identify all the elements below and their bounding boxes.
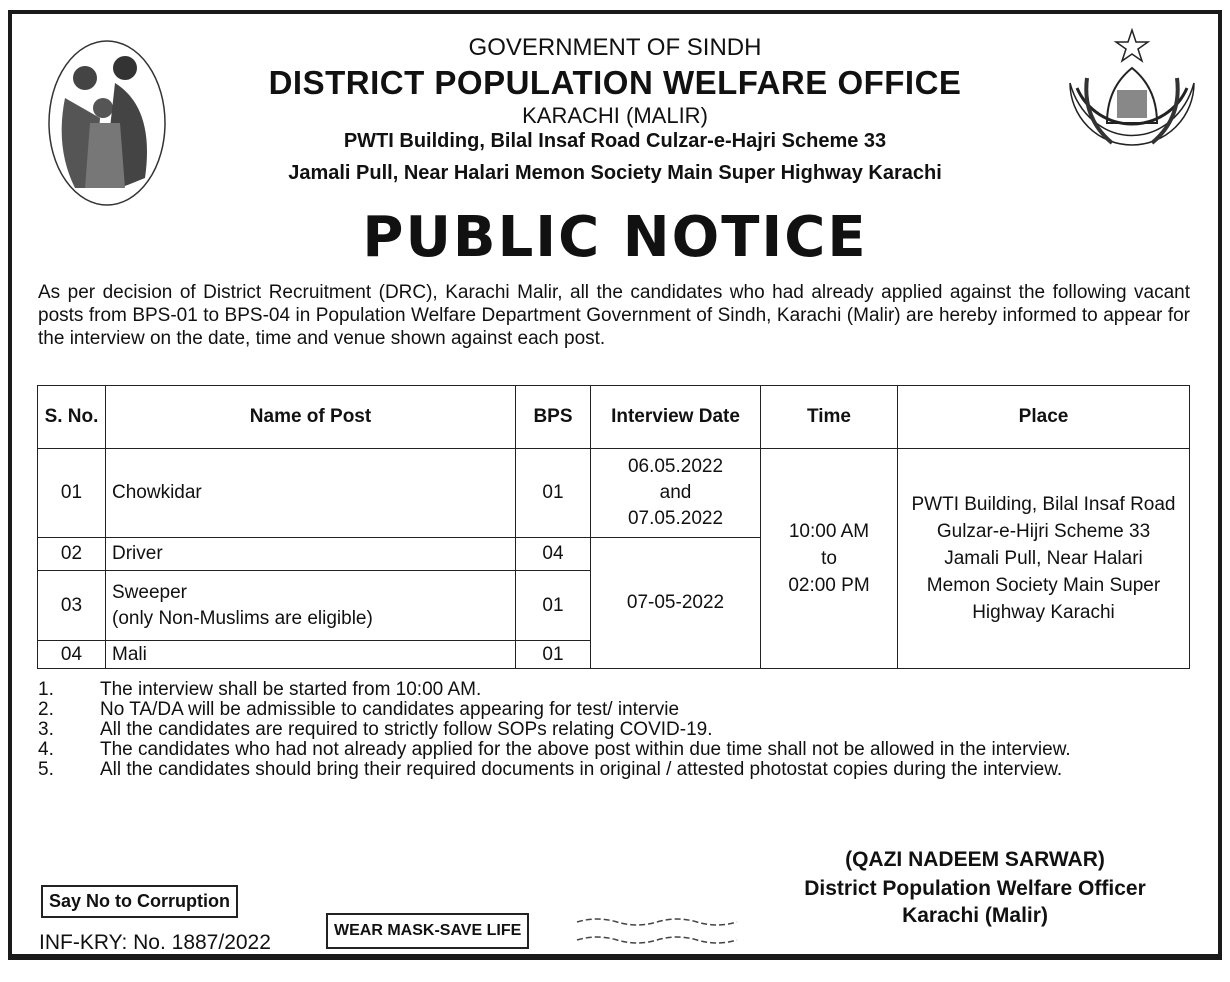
note-text: The interview shall be started from 10:0… [100, 679, 482, 700]
cell-post: Sweeper (only Non-Muslims are eligible) [105, 570, 516, 641]
table-row: 04 Mali 01 [37, 640, 1190, 669]
post-note: (only Non-Muslims are eligible) [112, 607, 373, 629]
cell-bps: 04 [515, 537, 591, 571]
table-row: 02 Driver 04 07-05-2022 [37, 537, 1190, 669]
cell-place: PWTI Building, Bilal Insaf Road Gulzar-e… [897, 448, 1190, 669]
cell-time: 10:00 AM to 02:00 PM [760, 448, 898, 669]
header-address-1: PWTI Building, Bilal Insaf Road Culzar-e… [343, 130, 887, 152]
date-text: and [659, 482, 692, 503]
note-item: 2. No TA/DA will be admissible to candida… [38, 700, 1190, 720]
col-sno: S. No. [37, 385, 106, 449]
time-text: 02:00 PM [788, 575, 870, 596]
cell-bps: 01 [515, 570, 591, 641]
interview-table: S. No. Name of Post BPS Interview Date T… [37, 385, 1190, 669]
time-text: 10:00 AM [788, 521, 870, 542]
note-text: No TA/DA will be admissible to candidate… [100, 699, 680, 720]
note-number: 2. [38, 699, 54, 720]
cell-bps: 01 [515, 448, 591, 538]
signature-designation: District Population Welfare Officer [804, 877, 1146, 900]
cell-date-1: 06.05.2022 and 07.05.2022 [590, 448, 761, 538]
header-address-2: Jamali Pull, Near Halari Memon Society M… [288, 162, 942, 184]
sindh-government-emblem [1069, 28, 1195, 146]
note-number: 5. [38, 759, 54, 780]
col-time: Time [760, 385, 898, 449]
col-post: Name of Post [105, 385, 516, 449]
note-number: 3. [38, 719, 54, 740]
page-title: PUBLIC NOTICE [362, 205, 868, 270]
cell-bps: 01 [515, 640, 591, 669]
date-text: 07.05.2022 [627, 508, 724, 529]
cell-post: Chowkidar [105, 448, 516, 538]
header-government: GOVERNMENT OF SINDH [468, 34, 762, 61]
note-item: 1. The interview shall be started from 10… [38, 680, 1190, 700]
intro-paragraph: As per decision of District Recruitment … [38, 282, 1190, 349]
note-item: 3. All the candidates are required to str… [38, 720, 1190, 740]
cell-sno: 04 [37, 640, 106, 669]
urdu-slogan-image [576, 918, 738, 944]
header-office: DISTRICT POPULATION WELFARE OFFICE [268, 64, 962, 101]
note-text: All the candidates should bring their re… [100, 759, 1063, 780]
mask-box: WEAR MASK-SAVE LIFE [326, 913, 530, 949]
col-place: Place [897, 385, 1190, 449]
time-text: to [821, 548, 837, 569]
ad-reference: INF-KRY: No. 1887/2022 [39, 931, 271, 954]
notice-frame [8, 10, 1222, 960]
note-text: All the candidates are required to stric… [100, 719, 713, 740]
corruption-box: Say No to Corruption [41, 885, 238, 918]
col-bps: BPS [515, 385, 591, 449]
signature-name: (QAZI NADEEM SARWAR) [845, 848, 1105, 871]
cell-sno: 03 [37, 570, 106, 641]
header-district: KARACHI (MALIR) [522, 103, 708, 128]
cell-sno: 02 [37, 537, 106, 571]
post-name: Sweeper [112, 581, 187, 603]
note-text: The candidates who had not already appli… [100, 739, 1071, 760]
note-number: 1. [38, 679, 54, 700]
population-welfare-logo [48, 40, 166, 206]
table-header-row: S. No. Name of Post BPS Interview Date T… [37, 385, 1190, 449]
signature-location: Karachi (Malir) [902, 904, 1048, 927]
table-row: 01 Chowkidar 01 06.05.2022 and 07.05.2022 … [37, 448, 1190, 669]
note-number: 4. [38, 739, 54, 760]
note-item: 4. The candidates who had not already app… [38, 740, 1190, 760]
notes-list: 1. The interview shall be started from 10… [38, 680, 1190, 780]
date-text: 06.05.2022 [627, 456, 724, 477]
cell-post: Driver [105, 537, 516, 571]
note-item: 5. All the candidates should bring their … [38, 760, 1190, 780]
cell-sno: 01 [37, 448, 106, 538]
cell-date-2: 07-05-2022 [590, 537, 761, 669]
cell-post: Mali [105, 640, 516, 669]
col-date: Interview Date [590, 385, 761, 449]
